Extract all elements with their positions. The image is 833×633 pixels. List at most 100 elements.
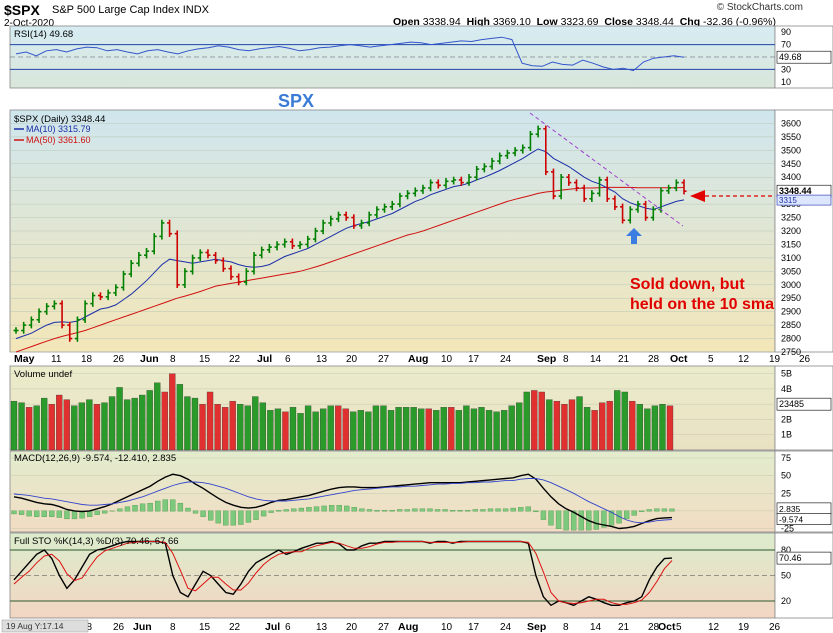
macd-histogram-bar <box>374 510 380 512</box>
volume-bar <box>500 410 508 451</box>
macd-histogram-bar <box>540 510 547 520</box>
volume-bar <box>101 402 108 451</box>
macd-histogram-bar <box>26 510 32 517</box>
volume-bar <box>440 407 447 451</box>
volume-bar <box>161 391 168 451</box>
price-tick-label: 3100 <box>781 253 801 263</box>
macd-histogram-bar <box>571 510 577 531</box>
bottom-x-tick: 21 <box>618 622 630 633</box>
volume-bar <box>267 410 274 451</box>
macd-value-box <box>776 513 832 525</box>
volume-bar <box>546 399 553 451</box>
macd-histogram-bar <box>631 510 637 516</box>
price-x-tick: 6 <box>285 354 291 365</box>
ma50-legend-label: MA(50) 3361.60 <box>26 135 91 145</box>
macd-histogram-bar <box>623 510 630 520</box>
volume-bar <box>191 397 199 451</box>
volume-bar <box>598 402 606 451</box>
macd-histogram-bar <box>215 510 221 524</box>
price-tick-label: 2800 <box>781 334 801 344</box>
note-line-2: held on the 10 sma <box>630 296 774 313</box>
price-x-tick: 11 <box>51 354 62 365</box>
volume-bar <box>282 411 289 451</box>
price-tick-label: 2750 <box>781 347 801 357</box>
macd-histogram-bar <box>661 508 668 512</box>
volume-bar <box>221 407 229 451</box>
volume-bar <box>433 410 440 451</box>
macd-histogram-bar <box>56 510 63 518</box>
price-x-tick: 26 <box>799 354 811 365</box>
volume-bar <box>237 404 244 451</box>
volume-bar <box>448 407 455 451</box>
bottom-x-tick: 24 <box>500 622 512 633</box>
bottom-x-tick: Jun <box>133 621 152 633</box>
volume-bar <box>199 404 206 451</box>
bottom-x-tick: 8 <box>563 622 569 633</box>
price-tick-label: 2950 <box>781 293 801 303</box>
volume-bar <box>516 402 523 451</box>
rsi-line <box>15 36 685 72</box>
volume-bar <box>176 384 184 451</box>
macd-histogram-bar <box>132 505 138 512</box>
open-value: 3338.94 <box>422 16 461 28</box>
ma10-value-label: 3315 <box>779 196 797 205</box>
macd-histogram-bar <box>291 508 297 512</box>
symbol-name: S&P 500 Large Cap Index INDX <box>52 4 209 16</box>
macd-histogram-bar <box>162 499 168 512</box>
open-label: Open <box>393 16 420 28</box>
macd-histogram-bar <box>313 506 320 512</box>
rsi-tick-label: 30 <box>781 64 791 74</box>
price-legend-title: $SPX (Daily) 3348.44 <box>14 114 105 125</box>
macd-tick-label: 50 <box>781 471 791 481</box>
macd-histogram-bar <box>442 509 448 512</box>
macd-histogram-bar <box>94 510 100 515</box>
volume-bar <box>244 405 251 451</box>
macd-histogram-bar <box>669 508 675 512</box>
rsi-tick-label: 70 <box>781 40 791 50</box>
macd-histogram-bar <box>533 510 539 513</box>
macd-histogram-bar <box>283 509 289 512</box>
macd-histogram-bar <box>344 505 350 512</box>
volume-tick-label: 5B <box>781 369 792 379</box>
bottom-x-tick: 28 <box>648 622 660 633</box>
volume-bar <box>116 387 123 451</box>
sto-legend-title: Full STO %K(14,3) %D(3) 70.46, 67.66 <box>14 536 179 547</box>
chart-date: 2-Oct-2020 <box>4 18 55 29</box>
volume-bar <box>78 402 86 451</box>
price-x-tick: 27 <box>378 354 390 365</box>
bottom-x-tick: Oct <box>658 621 676 633</box>
ma50-line <box>15 186 685 353</box>
price-x-tick: Jun <box>140 353 159 365</box>
volume-bar <box>455 410 463 451</box>
macd-histogram-bar <box>646 509 652 512</box>
ohlc-readout: Open 3338.94 High 3369.10 Low 3323.69 Cl… <box>393 16 776 28</box>
macd-histogram-bar <box>321 505 327 512</box>
macd-histogram-bar <box>207 510 214 521</box>
macd-histogram-bar <box>593 510 600 530</box>
macd-histogram-bar <box>419 508 426 512</box>
volume-bar <box>41 397 48 451</box>
volume-bar <box>614 390 621 451</box>
volume-bar <box>63 399 70 451</box>
volume-value-box <box>776 397 832 411</box>
volume-bar <box>425 408 432 451</box>
volume-bar <box>146 390 153 451</box>
close-label: Close <box>604 16 633 28</box>
axis-bg-g2 <box>774 109 833 353</box>
macd-histogram-bar <box>351 507 357 512</box>
macd-histogram-bar <box>124 506 131 512</box>
exchange-label: INDX <box>182 4 209 16</box>
volume-bar <box>25 407 33 451</box>
macd-histogram-bar <box>525 506 531 512</box>
price-x-tick: 13 <box>316 354 328 365</box>
macd-histogram-bar <box>563 510 569 531</box>
macd-histogram-bar <box>578 510 584 531</box>
high-label: High <box>466 16 490 28</box>
bottom-x-tick: 10 <box>441 622 453 633</box>
volume-bar <box>33 405 40 451</box>
volume-bar <box>538 391 545 451</box>
price-x-tick: Sep <box>537 353 556 365</box>
volume-bar <box>629 400 636 451</box>
chg-label: Chg <box>679 16 701 28</box>
ma10-legend-label: MA(10) 3315.79 <box>26 124 91 134</box>
